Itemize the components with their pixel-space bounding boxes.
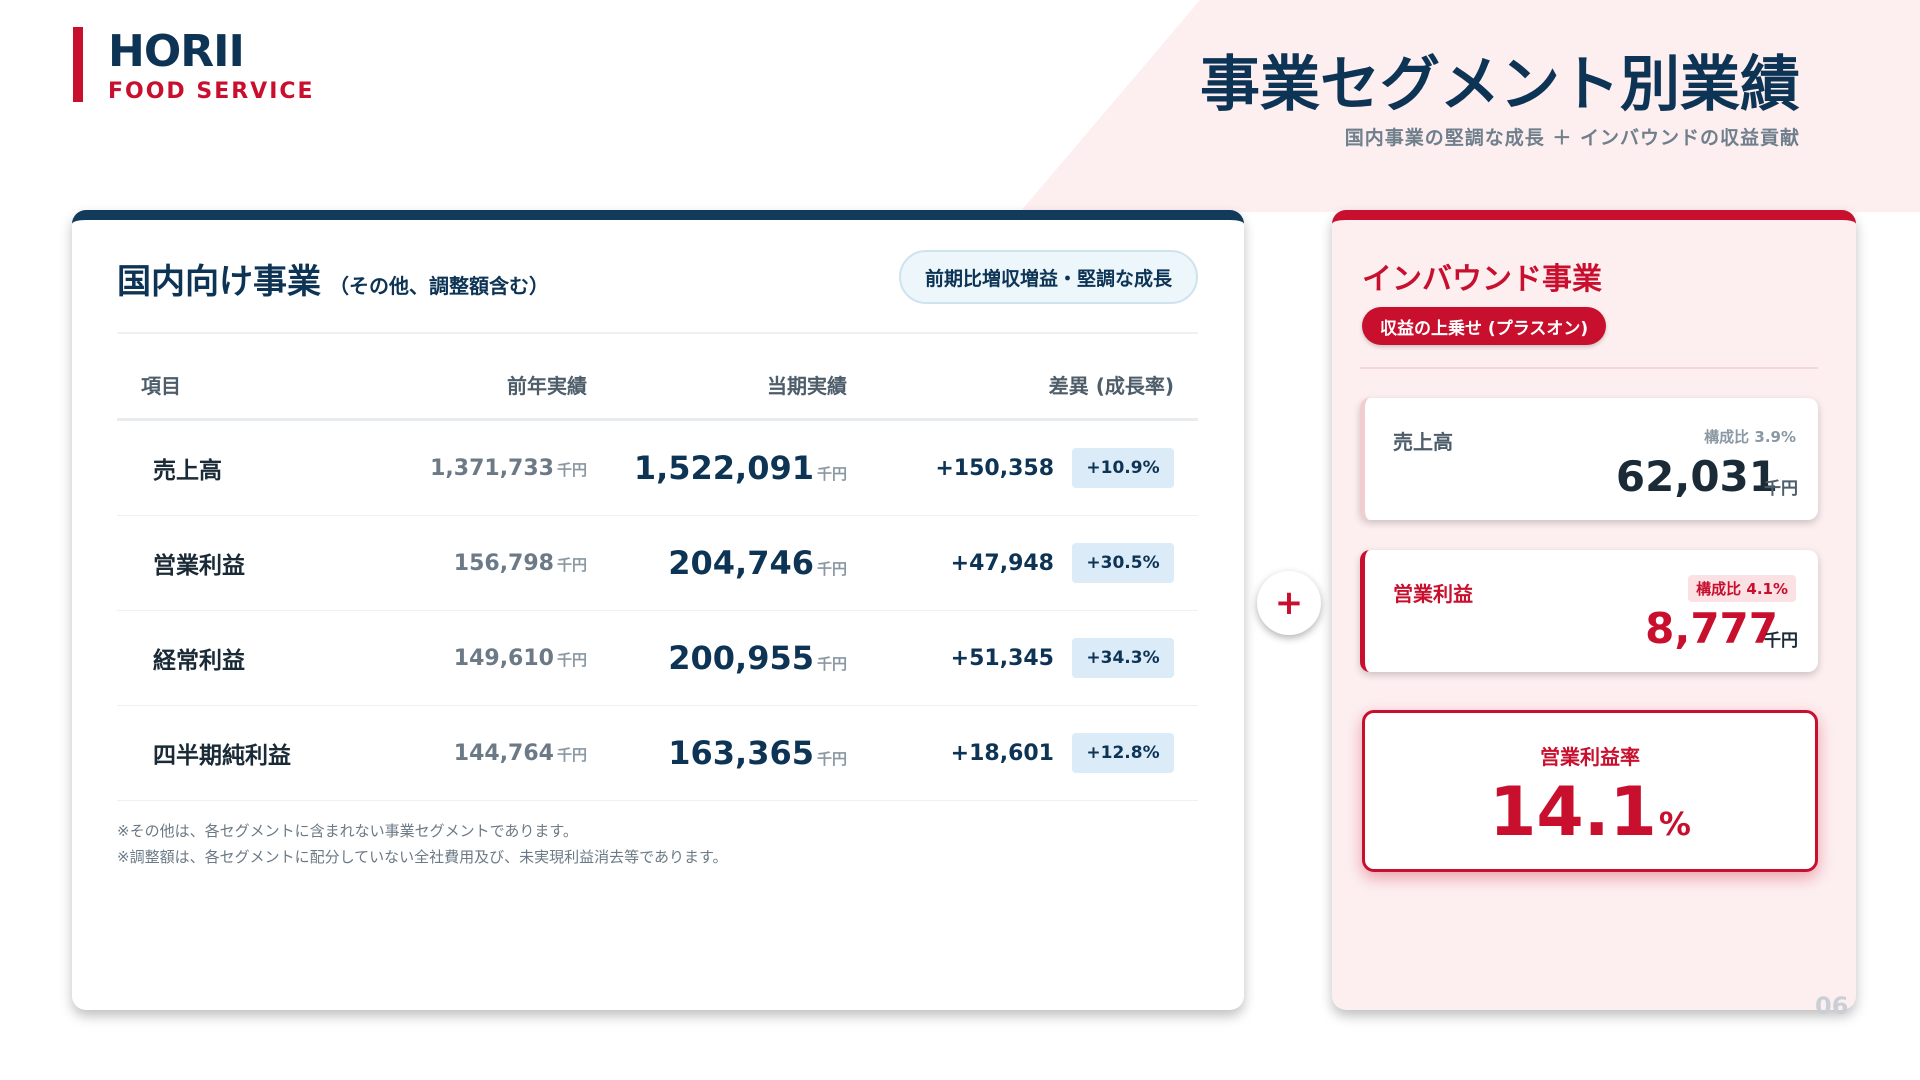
current-value: 204,746 [668, 544, 814, 582]
unit-label: 千円 [816, 560, 847, 578]
unit-label: 千円 [556, 745, 587, 764]
domestic-growth-badge: 前期比増収増益・堅調な成長 [898, 250, 1198, 304]
prev-value: 1,371,733 [430, 455, 554, 481]
page-subtitle: 国内事業の堅調な成長 ＋ インバウンドの収益貢献 [1344, 127, 1800, 149]
header-diff: 差異 (成長率) [1048, 373, 1174, 398]
footnote: ※その他は、各セグメントに含まれない事業セグメントであります。 [117, 822, 578, 840]
footnotes: ※その他は、各セグメントに含まれない事業セグメントであります。 ※調整額は、各セ… [117, 818, 727, 870]
prev-value: 156,798 [453, 550, 554, 576]
diff-value: +51,345 [950, 645, 1054, 671]
row-label: 四半期純利益 [153, 743, 291, 769]
row-label: 営業利益 [153, 553, 245, 579]
metric-ratio: 構成比 3.9% [1704, 428, 1796, 446]
domestic-title-note: （その他、調整額含む） [329, 274, 549, 298]
current-value: 163,365 [668, 734, 814, 772]
unit-label: 千円 [556, 460, 587, 479]
metric-unit: 千円 [1764, 479, 1798, 499]
header-background-shape [1020, 0, 1920, 212]
growth-rate-badge: +30.5% [1072, 543, 1174, 583]
inbound-divider [1360, 367, 1818, 369]
prev-value: 144,764 [453, 740, 554, 766]
header-prev: 前年実績 [507, 373, 587, 398]
metric-value: 8,777 [1645, 604, 1778, 653]
table-header: 項目 前年実績 当期実績 差異 (成長率) [117, 350, 1198, 421]
margin-unit: % [1658, 805, 1691, 843]
row-label: 経常利益 [153, 648, 245, 674]
footnote: ※調整額は、各セグメントに配分していない全社費用及び、未実現利益消去等であります… [117, 848, 728, 866]
domestic-title: 国内向け事業 （その他、調整額含む） [117, 254, 549, 303]
inbound-badge: 収益の上乗せ (プラスオン) [1362, 307, 1607, 345]
unit-label: 千円 [816, 465, 847, 483]
domestic-divider [117, 332, 1198, 334]
unit-label: 千円 [556, 555, 587, 574]
growth-rate-badge: +12.8% [1072, 733, 1174, 773]
inbound-sales-card: 売上高 構成比 3.9% 62,031 千円 [1360, 398, 1818, 520]
logo-accent-bar [73, 27, 83, 102]
table-row: 売上高 1,371,733 千円 1,522,091 千円 +150,358 +10.… [117, 421, 1198, 516]
diff-value: +150,358 [935, 455, 1054, 481]
margin-number: 14.1 [1489, 773, 1657, 852]
page-title: 事業セグメント別業績 [1200, 50, 1800, 120]
current-value: 1,522,091 [633, 449, 814, 487]
unit-label: 千円 [816, 655, 847, 673]
metric-label: 営業利益 [1393, 582, 1473, 606]
growth-rate-badge: +34.3% [1072, 638, 1174, 678]
current-value: 200,955 [668, 639, 814, 677]
page-number: 06 [1815, 992, 1849, 1020]
unit-label: 千円 [556, 650, 587, 669]
metric-label: 売上高 [1393, 430, 1453, 454]
inbound-title: インバウンド事業 [1362, 262, 1602, 297]
inbound-operating-profit-card: 営業利益 構成比 4.1% 8,777 千円 [1360, 550, 1818, 672]
domestic-results-table: 項目 前年実績 当期実績 差異 (成長率) 売上高 1,371,733 千円 1,… [117, 350, 1198, 801]
header-item: 項目 [141, 373, 181, 398]
metric-ratio: 構成比 4.1% [1688, 575, 1796, 602]
domestic-title-main: 国内向け事業 [117, 262, 321, 302]
prev-value: 149,610 [453, 645, 554, 671]
diff-value: +47,948 [950, 550, 1054, 576]
plus-icon: + [1257, 571, 1321, 635]
metric-unit: 千円 [1764, 631, 1798, 651]
operating-margin-card: 営業利益率 14.1% [1362, 710, 1818, 872]
header-current: 当期実績 [767, 373, 847, 398]
row-label: 売上高 [153, 458, 222, 484]
table-row: 四半期純利益 144,764 千円 163,365 千円 +18,601 +12.8% [117, 706, 1198, 801]
diff-value: +18,601 [950, 740, 1054, 766]
logo-sub-text: FOOD SERVICE [108, 79, 315, 104]
metric-value: 62,031 [1615, 452, 1778, 501]
table-row: 営業利益 156,798 千円 204,746 千円 +47,948 +30.5% [117, 516, 1198, 611]
margin-value: 14.1% [1365, 773, 1815, 852]
margin-label: 営業利益率 [1540, 745, 1640, 769]
growth-rate-badge: +10.9% [1072, 448, 1174, 488]
unit-label: 千円 [816, 750, 847, 768]
domestic-segment-card: 国内向け事業 （その他、調整額含む） 前期比増収増益・堅調な成長 項目 前年実績 … [72, 210, 1244, 1010]
inbound-segment-card: インバウンド事業 収益の上乗せ (プラスオン) 売上高 構成比 3.9% 62,… [1332, 210, 1856, 1010]
table-row: 経常利益 149,610 千円 200,955 千円 +51,345 +34.3% [117, 611, 1198, 706]
logo-main-text: HORII [108, 26, 245, 77]
